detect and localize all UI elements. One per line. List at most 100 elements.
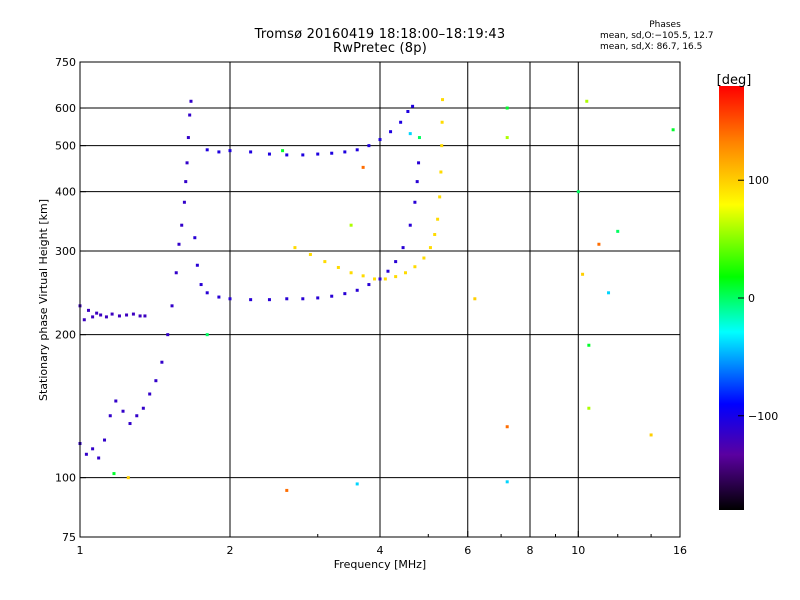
data-point bbox=[349, 223, 353, 227]
data-point bbox=[401, 246, 405, 250]
data-point bbox=[394, 260, 398, 264]
data-point bbox=[440, 120, 444, 124]
data-point bbox=[110, 312, 114, 316]
data-point bbox=[316, 152, 320, 156]
data-point bbox=[249, 150, 253, 154]
data-point bbox=[373, 277, 377, 281]
data-point bbox=[293, 246, 297, 250]
x-axis-ticks: 1 2 4 6 8 10 16 bbox=[77, 531, 687, 557]
data-point bbox=[228, 297, 232, 301]
data-point bbox=[103, 438, 107, 442]
data-point bbox=[587, 343, 591, 347]
x-tick-label: 2 bbox=[227, 544, 234, 557]
data-point bbox=[285, 297, 289, 301]
data-point bbox=[125, 313, 129, 317]
data-point bbox=[389, 130, 393, 134]
data-point bbox=[355, 148, 359, 152]
y-tick-label: 600 bbox=[55, 102, 76, 115]
data-point bbox=[148, 392, 152, 396]
data-point bbox=[505, 480, 509, 484]
data-point bbox=[82, 318, 86, 322]
data-point bbox=[616, 229, 620, 233]
data-point bbox=[411, 104, 415, 108]
x-axis-label: Frequency [MHz] bbox=[334, 558, 426, 571]
data-point bbox=[170, 304, 174, 308]
data-point bbox=[99, 313, 103, 317]
data-point bbox=[281, 149, 285, 153]
data-point bbox=[415, 180, 419, 184]
data-point bbox=[439, 170, 443, 174]
x-tick-label: 8 bbox=[527, 544, 534, 557]
data-point bbox=[386, 269, 390, 273]
data-point bbox=[361, 274, 365, 278]
data-point bbox=[154, 379, 158, 383]
data-point bbox=[361, 165, 365, 169]
data-point bbox=[193, 236, 197, 240]
x-tick-label: 1 bbox=[77, 544, 84, 557]
y-tick-label: 750 bbox=[55, 56, 76, 69]
data-point bbox=[308, 252, 312, 256]
data-point bbox=[141, 406, 145, 410]
data-point bbox=[267, 152, 271, 156]
data-point bbox=[422, 256, 426, 260]
y-axis-ticks: 75 100 200 300 400 500 600 750 bbox=[55, 56, 86, 544]
y-tick-label: 200 bbox=[55, 329, 76, 342]
data-point bbox=[597, 242, 601, 246]
data-point bbox=[108, 414, 112, 418]
data-point bbox=[217, 295, 221, 299]
data-point bbox=[184, 180, 188, 184]
data-point bbox=[433, 233, 437, 237]
data-point bbox=[576, 190, 580, 194]
data-point bbox=[505, 106, 509, 110]
data-point bbox=[406, 110, 410, 113]
x-tick-label: 4 bbox=[377, 544, 384, 557]
colorbar-ticks: 100 0 −100 bbox=[738, 174, 778, 423]
colorbar-tick-label: 0 bbox=[748, 292, 755, 305]
y-tick-label: 500 bbox=[55, 140, 76, 153]
data-point bbox=[128, 422, 132, 426]
data-point bbox=[180, 223, 184, 227]
y-tick-label: 300 bbox=[55, 245, 76, 258]
colorbar-tick-label: 100 bbox=[748, 174, 769, 187]
data-point bbox=[413, 200, 417, 204]
grid-lines bbox=[80, 62, 681, 537]
data-point bbox=[671, 128, 675, 132]
data-point bbox=[195, 263, 199, 267]
data-point bbox=[301, 153, 305, 157]
data-point bbox=[97, 456, 101, 460]
data-point bbox=[160, 360, 164, 364]
data-point bbox=[126, 476, 130, 480]
data-point bbox=[403, 271, 407, 275]
y-tick-label: 75 bbox=[62, 531, 76, 544]
data-point bbox=[186, 136, 190, 140]
data-point bbox=[355, 288, 359, 292]
data-point bbox=[505, 425, 509, 429]
data-point bbox=[249, 298, 253, 302]
y-tick-label: 100 bbox=[55, 472, 76, 485]
phase-summary-x: mean, sd,X: 86.7, 16.5 bbox=[600, 42, 703, 52]
data-point bbox=[95, 311, 99, 315]
colorbar-unit: [deg] bbox=[717, 73, 752, 88]
phase-summary-o: mean, sd,O:−105.5, 12.7 bbox=[600, 31, 714, 41]
data-point bbox=[189, 99, 193, 103]
data-point bbox=[587, 406, 591, 410]
data-point bbox=[185, 161, 189, 165]
data-point bbox=[581, 272, 585, 276]
data-point bbox=[182, 200, 186, 204]
data-point bbox=[649, 433, 653, 437]
data-point bbox=[394, 275, 398, 279]
data-point bbox=[441, 98, 445, 102]
data-point bbox=[336, 265, 340, 269]
data-point bbox=[84, 452, 88, 456]
data-point bbox=[330, 151, 334, 155]
data-point bbox=[343, 292, 347, 296]
data-point bbox=[104, 315, 108, 319]
x-tick-label: 6 bbox=[464, 544, 471, 557]
data-point bbox=[323, 260, 327, 264]
data-point bbox=[349, 271, 353, 275]
phase-summary-heading: Phases bbox=[649, 20, 681, 30]
data-point bbox=[199, 283, 203, 287]
data-point bbox=[413, 265, 417, 269]
data-point bbox=[131, 312, 135, 316]
